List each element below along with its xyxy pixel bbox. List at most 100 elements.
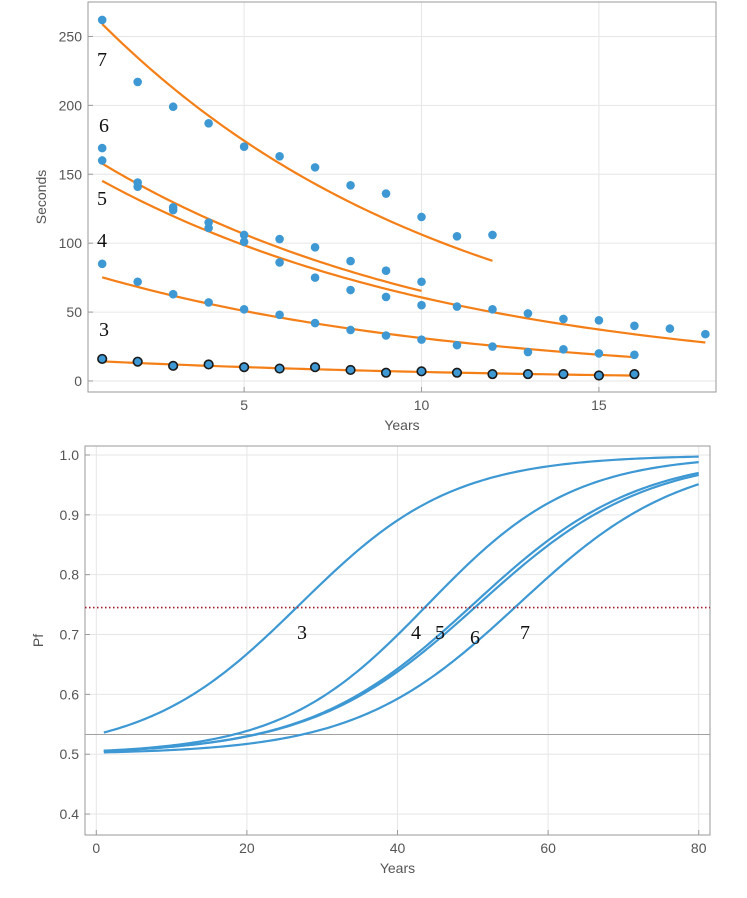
fit-curve-series-3 [102,360,635,377]
data-point-series-3 [416,366,427,377]
data-point-series-5 [630,321,639,331]
fit-curve-series-6 [101,162,422,293]
bottom-y-tick-label: 0.9 [60,507,80,523]
data-point-series-4 [275,310,284,320]
data-point-series-4 [346,325,355,335]
curve-label-6: 6 [470,627,480,649]
data-point-series-5 [381,292,391,302]
series-label-5: 5 [97,188,107,210]
pf-curve-series-4 [103,461,699,752]
data-point-series-6 [97,143,107,153]
bottom-x-tick-label: 40 [390,840,406,856]
top-plot-frame [87,1,717,393]
data-point-series-4 [417,335,426,344]
data-point-series-5 [594,316,604,325]
pf-curve-series-3 [103,455,699,734]
data-point-series-6 [346,256,355,266]
data-point-series-4 [523,347,533,357]
data-point-series-4 [594,349,604,358]
curve-label-5: 5 [435,622,445,644]
data-point-series-5 [310,273,320,282]
top-y-tick-label: 250 [59,28,83,44]
bottom-y-tick-label: 0.6 [60,686,80,702]
data-point-series-7 [381,189,391,198]
data-point-series-3 [487,368,498,380]
data-point-series-3 [629,368,640,380]
fit-curve-series-4 [101,276,635,359]
data-point-series-7 [417,212,426,222]
pf-curve-series-7 [103,483,700,754]
data-point-series-5 [275,258,284,267]
pf-logistic-chart: 0 20 40 60 80 0.4 0.5 0.6 0.7 0.8 0.9 1.0 Years Pf 3 4 5… [30,445,711,876]
data-point-series-5 [452,302,462,311]
top-y-tick-label: 100 [59,235,83,251]
series-label-3: 3 [99,319,109,341]
data-point-series-7 [168,102,178,112]
data-point-series-3 [274,363,285,374]
data-point-series-7 [275,152,284,161]
series-label-6: 6 [99,115,109,137]
data-point-series-5 [97,156,107,165]
data-point-series-3 [380,367,392,378]
data-point-series-3 [203,359,214,370]
data-point-series-4 [168,289,178,299]
data-point-series-7 [133,77,142,87]
bottom-y-axis-title: Pf [30,634,46,647]
top-y-tick-label: 50 [66,304,82,320]
data-point-series-4 [133,277,142,287]
data-point-series-6 [204,218,213,227]
data-point-series-6 [133,178,142,187]
top-y-axis-title: Seconds [33,170,49,224]
bottom-y-tick-label: 0.8 [60,567,80,583]
data-point-series-5 [665,324,675,333]
data-point-series-7 [97,15,107,25]
data-point-series-6 [417,277,426,287]
curve-label-4: 4 [411,622,421,644]
data-point-series-3 [593,370,605,381]
bottom-y-tick-label: 0.5 [60,746,80,762]
data-point-series-3 [168,360,179,371]
data-point-series-4 [452,340,462,350]
curve-label-7: 7 [520,622,530,644]
data-point-series-7 [204,118,213,128]
data-point-series-3 [239,362,250,373]
data-point-series-6 [310,243,320,252]
data-point-series-3 [132,356,143,367]
data-point-series-4 [559,344,568,354]
data-point-series-7 [346,180,355,190]
data-point-series-6 [275,234,284,244]
bottom-x-axis-title: Years [380,860,415,876]
bottom-x-tick-label: 0 [92,840,100,856]
data-point-series-6 [239,230,249,240]
data-point-series-4 [488,342,497,351]
bottom-x-tick-label: 80 [691,840,707,856]
data-point-series-5 [417,300,426,310]
data-point-series-7 [310,163,320,172]
series-label-4: 4 [97,230,107,252]
bottom-x-tick-label: 20 [239,840,255,856]
data-point-series-5 [239,237,249,247]
fit-curve-series-5 [101,179,706,344]
top-x-tick-label: 15 [591,397,607,413]
bottom-y-tick-label: 0.4 [60,806,80,822]
data-point-series-4 [239,305,249,314]
top-x-tick-label: 5 [240,397,248,413]
data-point-series-3 [558,368,569,380]
data-point-series-5 [523,309,533,318]
data-point-series-3 [522,368,534,380]
top-x-tick-label: 10 [414,397,430,413]
data-point-series-4 [97,259,107,269]
data-point-series-4 [204,298,213,307]
data-point-series-4 [310,318,320,328]
data-point-series-6 [168,203,178,212]
top-y-tick-label: 150 [59,166,83,182]
curve-label-3: 3 [297,622,307,644]
data-point-series-7 [452,231,462,241]
bottom-y-tick-label: 0.7 [60,627,80,643]
data-point-series-3 [309,362,321,373]
bottom-y-tick-label: 1.0 [60,447,80,463]
bottom-x-tick-label: 60 [540,840,556,856]
